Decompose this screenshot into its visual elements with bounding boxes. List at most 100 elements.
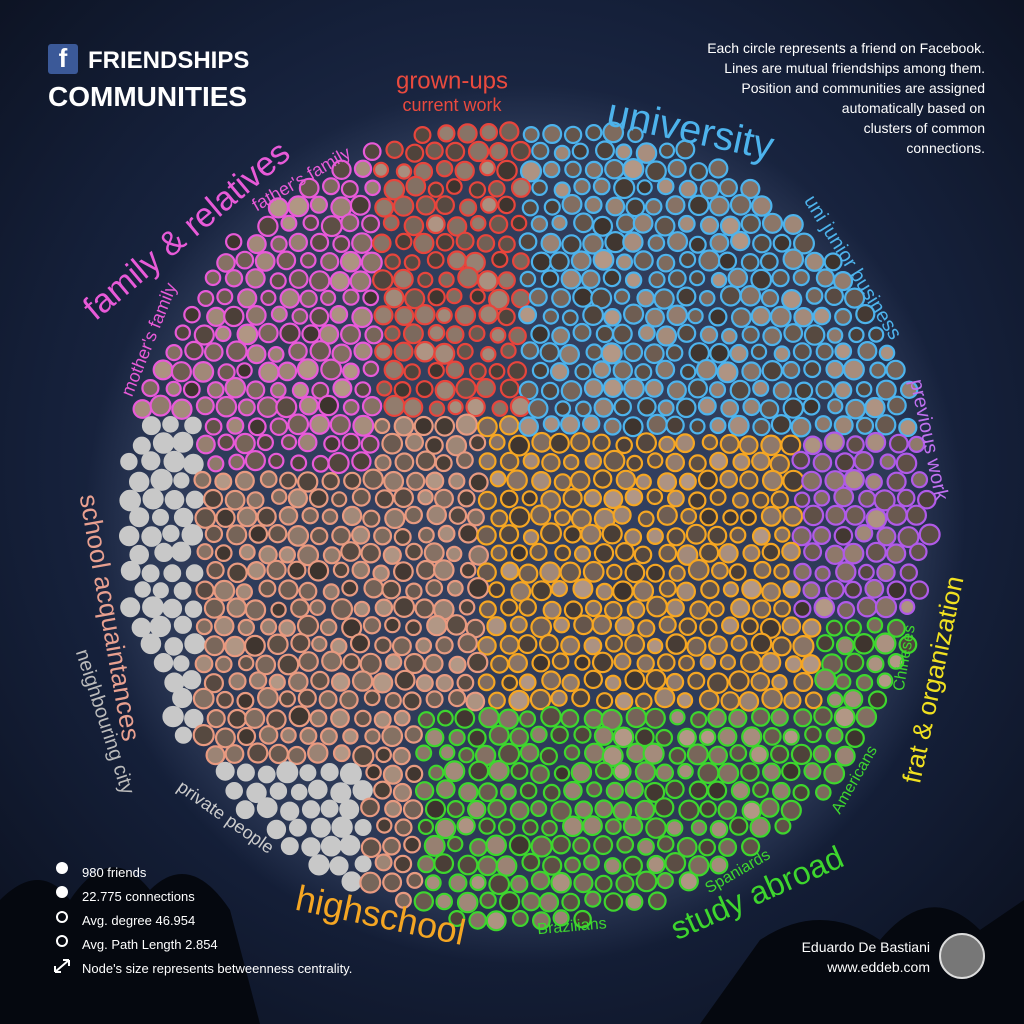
friend-node <box>605 818 622 835</box>
friend-node <box>301 507 319 525</box>
friend-node <box>445 178 463 195</box>
friend-node <box>153 653 174 673</box>
friend-node <box>695 358 718 381</box>
friend-node <box>339 834 361 856</box>
friend-node <box>237 288 258 309</box>
friend-node <box>802 397 821 416</box>
friend-node <box>508 689 530 712</box>
friend-node <box>646 488 664 506</box>
friend-node <box>320 835 342 857</box>
friend-node <box>635 142 658 164</box>
friend-node <box>874 595 898 619</box>
friend-node <box>288 232 308 253</box>
friend-node <box>349 194 371 216</box>
friend-node <box>204 524 224 544</box>
friend-node <box>280 726 297 744</box>
friend-node <box>447 399 464 416</box>
friend-node <box>141 379 160 398</box>
friend-node <box>278 619 296 637</box>
friend-node <box>773 599 791 618</box>
friend-node <box>603 600 623 620</box>
friend-node <box>509 395 532 418</box>
friend-node <box>752 233 772 254</box>
friend-node <box>446 799 465 818</box>
friend-node <box>700 579 720 600</box>
friend-node <box>699 618 718 637</box>
friend-node <box>215 655 233 674</box>
friend-node <box>296 358 319 381</box>
friend-node <box>228 672 247 691</box>
friend-node <box>448 688 467 708</box>
friend-node <box>698 728 717 746</box>
friend-node <box>729 816 749 836</box>
friend-node <box>311 635 328 653</box>
friend-node <box>487 180 506 198</box>
friend-node <box>309 413 331 435</box>
friend-node <box>800 654 821 675</box>
friend-node <box>510 288 531 309</box>
friend-node <box>362 289 380 307</box>
friend-node <box>730 230 751 252</box>
friend-node <box>216 690 234 709</box>
friend-node <box>402 691 422 711</box>
friend-node <box>237 654 255 672</box>
friend-node <box>414 781 435 801</box>
friend-node <box>540 232 562 254</box>
friend-node <box>454 304 477 327</box>
friend-node <box>365 763 382 781</box>
friend-node <box>665 415 685 435</box>
friend-node <box>559 561 582 584</box>
friend-node <box>360 797 380 818</box>
friend-node <box>573 614 594 636</box>
friend-node <box>665 779 685 800</box>
friend-node <box>372 564 390 582</box>
friend-node <box>204 342 224 362</box>
friend-node <box>434 454 453 473</box>
friend-node <box>665 819 684 837</box>
friend-node <box>435 636 454 655</box>
friend-node <box>613 176 636 200</box>
friend-node <box>224 376 247 399</box>
friend-node <box>615 436 633 455</box>
friend-node <box>425 141 444 160</box>
friend-node <box>469 838 488 857</box>
friend-node <box>624 271 643 289</box>
friend-node <box>844 505 866 526</box>
friend-node <box>667 231 689 253</box>
friend-node <box>132 436 151 455</box>
friend-node <box>605 196 626 217</box>
friend-node <box>351 232 373 255</box>
friend-node <box>875 379 897 401</box>
friend-node <box>207 455 225 473</box>
description-line: Each circle represents a friend on Faceb… <box>707 40 985 56</box>
friend-node <box>204 269 222 287</box>
friend-node <box>530 504 552 526</box>
friend-node <box>214 472 233 491</box>
friend-node <box>604 674 622 692</box>
friend-node <box>349 270 372 293</box>
friend-node <box>626 454 644 472</box>
friend-node <box>698 249 721 272</box>
friend-node <box>869 361 887 379</box>
friend-node <box>644 707 666 729</box>
friend-node <box>584 599 603 618</box>
friend-node <box>532 911 551 931</box>
friend-node <box>246 491 265 510</box>
friend-node <box>256 433 274 452</box>
friend-node <box>719 433 740 454</box>
friend-node <box>553 473 572 492</box>
friend-node <box>435 892 453 911</box>
friend-node <box>874 632 897 655</box>
friend-node <box>738 435 759 456</box>
friend-node <box>311 454 330 473</box>
friend-node <box>237 618 255 637</box>
friend-node <box>612 801 633 821</box>
facebook-f: f <box>59 43 68 73</box>
friend-node <box>354 381 372 399</box>
friend-node <box>479 159 496 177</box>
friend-node <box>759 797 780 818</box>
friend-node <box>329 414 351 436</box>
friend-node <box>424 874 442 892</box>
friend-node <box>680 507 698 525</box>
friend-node <box>343 471 362 490</box>
